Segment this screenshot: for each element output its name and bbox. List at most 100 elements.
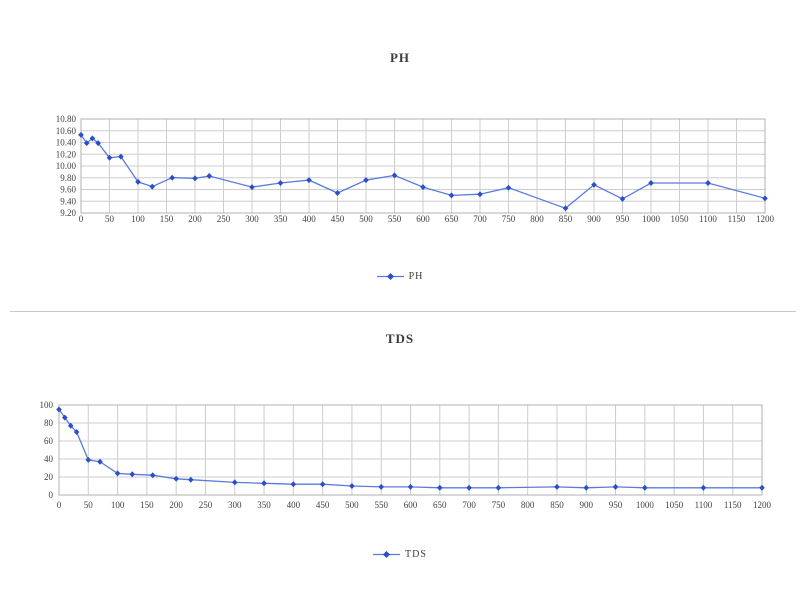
tds-plot-area: 0 50 100 150 200 250 300 350 400 450 500 550 600 650 7… — [40, 400, 772, 510]
ph-legend-label: PH — [408, 271, 424, 282]
x-axis-tick-label: 350 — [257, 500, 271, 510]
x-axis-tick-label: 950 — [609, 500, 623, 510]
x-axis-tick-label: 750 — [502, 214, 516, 224]
x-axis-tick-label: 1000 — [636, 500, 655, 510]
data-point-marker — [448, 192, 455, 199]
x-axis-tick-label: 650 — [445, 214, 459, 224]
x-axis-tick-label: 1000 — [642, 214, 661, 224]
tds-legend-label: TDS — [405, 549, 427, 560]
y-axis-tick-label: 10.20 — [56, 149, 77, 159]
data-point-marker — [363, 177, 369, 184]
y-axis-tick-label: 9.60 — [60, 185, 76, 195]
data-point-marker — [169, 174, 175, 181]
data-point-marker — [89, 135, 96, 142]
data-point-marker — [762, 195, 768, 202]
data-point-marker — [149, 472, 156, 479]
x-axis-tick-label: 850 — [559, 214, 573, 224]
data-point-marker — [67, 422, 74, 429]
x-axis-tick-label: 600 — [416, 214, 430, 224]
x-axis-tick-label: 100 — [111, 500, 125, 510]
data-point-marker — [319, 481, 326, 488]
x-axis-tick-label: 600 — [404, 500, 418, 510]
data-point-marker — [97, 458, 103, 465]
data-point-marker — [349, 483, 355, 489]
x-axis-tick-label: 800 — [521, 500, 535, 510]
x-axis-tick-label: 400 — [302, 214, 316, 224]
y-axis-tick-label: 0 — [49, 490, 54, 500]
x-axis-tick-label: 750 — [492, 500, 506, 510]
x-axis-tick-label: 550 — [374, 500, 388, 510]
y-axis-tick-label: 9.40 — [60, 196, 76, 206]
data-point-marker — [648, 180, 654, 187]
ph-plot-area: 0 50 100 150 200 250 300 350 400 450 500 550 600 650 7… — [56, 114, 775, 224]
tds-legend-marker-icon — [373, 551, 401, 558]
data-point-marker — [73, 429, 80, 435]
plot-border — [80, 118, 766, 214]
x-axis-tick-label: 1100 — [695, 500, 713, 510]
data-point-marker — [477, 191, 483, 198]
data-point-marker — [436, 484, 443, 491]
data-point-marker — [83, 140, 90, 147]
y-axis-tick-label: 80 — [44, 418, 54, 428]
data-point-marker — [407, 483, 414, 490]
x-axis-tick-label: 500 — [345, 500, 359, 510]
data-point-marker — [391, 172, 398, 179]
x-axis-tick-label: 400 — [287, 500, 301, 510]
data-point-marker — [135, 178, 141, 185]
section-divider — [10, 311, 796, 312]
data-point-marker — [95, 140, 101, 147]
data-point-marker — [85, 456, 92, 463]
ph-chart-title: PH — [389, 50, 411, 65]
x-axis-tick-label: 450 — [316, 500, 330, 510]
data-point-marker — [591, 181, 597, 188]
ph-legend-marker-icon — [376, 273, 404, 280]
data-point-marker — [505, 184, 512, 191]
x-axis-tick-label: 900 — [580, 500, 594, 510]
y-axis-tick-label: 9.80 — [60, 173, 76, 183]
plot-border — [58, 404, 763, 496]
data-point-marker — [759, 484, 765, 491]
y-axis-tick-label: 60 — [44, 436, 54, 446]
x-axis-tick-label: 1100 — [699, 214, 717, 224]
x-axis-tick-label: 100 — [131, 214, 145, 224]
data-point-marker — [149, 183, 156, 190]
data-point-marker — [495, 484, 502, 491]
tds-chart-title: TDS — [385, 331, 415, 346]
data-point-marker — [277, 180, 284, 187]
x-axis-tick-label: 1200 — [753, 500, 772, 510]
x-axis-tick-label: 0 — [57, 500, 62, 510]
x-axis-tick-label: 200 — [169, 500, 183, 510]
x-axis-tick-label: 1050 — [671, 214, 690, 224]
x-axis-tick-label: 50 — [84, 500, 94, 510]
data-point-marker — [612, 483, 619, 490]
y-axis-tick-label: 20 — [44, 472, 54, 482]
x-axis-tick-label: 800 — [530, 214, 544, 224]
tds-legend: TDS — [0, 549, 800, 560]
y-axis-tick-label: 10.60 — [56, 126, 77, 136]
x-axis-tick-label: 550 — [388, 214, 402, 224]
y-axis-tick-label: 10.00 — [56, 161, 77, 171]
data-point-marker — [231, 479, 238, 486]
data-point-marker — [261, 480, 267, 487]
y-axis-tick-label: 9.20 — [60, 208, 76, 218]
data-point-marker — [378, 483, 385, 490]
x-axis-tick-label: 450 — [331, 214, 345, 224]
x-axis-tick-label: 300 — [245, 214, 259, 224]
x-axis-tick-label: 700 — [473, 214, 487, 224]
x-axis-tick-label: 1150 — [724, 500, 742, 510]
ph-legend: PH — [0, 271, 800, 282]
data-point-marker — [206, 172, 213, 179]
x-axis-tick-label: 350 — [274, 214, 288, 224]
data-point-marker — [306, 177, 312, 184]
data-point-marker — [106, 154, 113, 161]
data-point-marker — [619, 195, 626, 202]
x-axis-tick-label: 850 — [550, 500, 564, 510]
data-point-marker — [642, 484, 648, 491]
y-axis-tick-label: 100 — [40, 400, 54, 410]
data-point-marker — [188, 476, 194, 483]
x-axis-tick-label: 150 — [160, 214, 174, 224]
data-point-marker — [290, 481, 297, 488]
data-point-marker — [466, 484, 472, 491]
data-point-marker — [173, 475, 179, 482]
